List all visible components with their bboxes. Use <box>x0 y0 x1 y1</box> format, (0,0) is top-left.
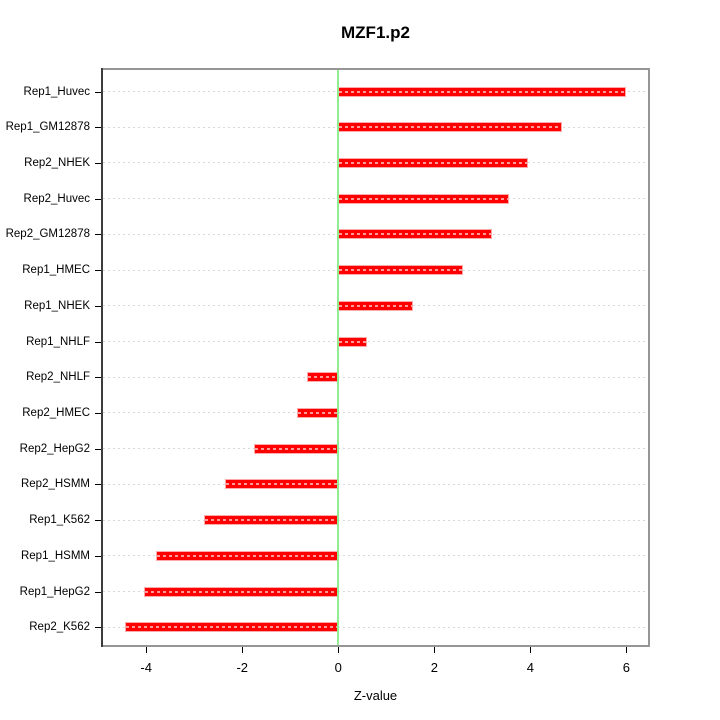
bar-Rep1_K562 <box>203 515 339 526</box>
bar-inner-dash <box>308 376 338 379</box>
bar-Rep1_GM12878 <box>338 122 562 133</box>
bar-Rep2_GM12878 <box>338 229 492 240</box>
x-tick <box>626 647 628 653</box>
bar-inner-dash <box>226 483 338 486</box>
y-tick <box>95 377 103 379</box>
bar-Rep1_HMEC <box>338 265 464 276</box>
y-axis-line <box>101 68 103 647</box>
y-tick-label-Rep1_Huvec: Rep1_Huvec <box>23 85 90 98</box>
gridline <box>103 376 648 378</box>
bar-Rep1_Huvec <box>338 86 627 97</box>
bar-inner-dash <box>339 340 367 343</box>
y-tick <box>95 591 103 593</box>
x-axis-title: Z-value <box>353 688 398 703</box>
y-tick-label-Rep1_HepG2: Rep1_HepG2 <box>19 585 90 598</box>
bar-Rep2_HepG2 <box>254 443 339 454</box>
bar-inner-dash <box>339 269 463 272</box>
x-tick-label-2: 2 <box>430 660 438 675</box>
x-tick <box>434 647 436 653</box>
y-tick <box>95 162 103 164</box>
y-tick <box>95 627 103 629</box>
bar-inner-dash <box>255 447 338 450</box>
bar-inner-dash <box>125 626 338 629</box>
y-tick-label-Rep1_NHLF: Rep1_NHLF <box>26 335 90 348</box>
y-tick-label-Rep2_Huvec: Rep2_Huvec <box>23 192 90 205</box>
y-tick <box>95 127 103 129</box>
chart-title: MZF1.p2 <box>341 23 410 42</box>
bar-inner-dash <box>339 304 412 307</box>
x-tick-label-6: 6 <box>622 660 630 675</box>
y-tick-label-Rep1_NHEK: Rep1_NHEK <box>24 299 90 312</box>
y-tick <box>95 555 103 557</box>
x-tick-label--4: -4 <box>140 660 152 675</box>
y-tick <box>95 234 103 236</box>
y-tick <box>95 520 103 522</box>
bar-inner-dash <box>339 233 491 236</box>
y-tick-label-Rep1_K562: Rep1_K562 <box>29 514 90 527</box>
bar-Rep1_HSMM <box>155 550 339 561</box>
bar-Rep2_Huvec <box>338 193 509 204</box>
x-tick <box>146 647 148 653</box>
y-tick-label-Rep1_GM12878: Rep1_GM12878 <box>5 121 90 134</box>
y-tick <box>95 484 103 486</box>
bar-Rep1_NHEK <box>338 300 413 311</box>
bar-inner-dash <box>339 197 508 200</box>
bar-Rep2_K562 <box>124 622 339 633</box>
y-tick <box>95 448 103 450</box>
gridline <box>103 341 648 343</box>
bar-inner-dash <box>298 411 338 414</box>
bar-inner-dash <box>339 161 527 164</box>
y-tick-label-Rep1_HSMM: Rep1_HSMM <box>20 549 90 562</box>
bar-inner-dash <box>339 90 626 93</box>
plot-area <box>101 68 650 647</box>
y-tick-label-Rep2_K562: Rep2_K562 <box>29 621 90 634</box>
y-tick-label-Rep2_NHEK: Rep2_NHEK <box>24 156 90 169</box>
y-tick-label-Rep2_HSMM: Rep2_HSMM <box>20 478 90 491</box>
bar-inner-dash <box>156 554 338 557</box>
bar-Rep2_NHLF <box>307 372 339 383</box>
bar-Rep2_HSMM <box>225 479 339 490</box>
gridline <box>103 448 648 450</box>
zero-reference-line <box>337 70 340 645</box>
bar-Rep1_HepG2 <box>143 586 339 597</box>
y-tick <box>95 305 103 307</box>
x-tick-label-0: 0 <box>334 660 342 675</box>
y-tick-label-Rep2_HepG2: Rep2_HepG2 <box>19 442 90 455</box>
y-tick-label-Rep2_HMEC: Rep2_HMEC <box>22 406 90 419</box>
y-tick <box>95 270 103 272</box>
y-tick <box>95 198 103 200</box>
x-tick-label-4: 4 <box>526 660 534 675</box>
x-tick <box>530 647 532 653</box>
y-tick-label-Rep1_HMEC: Rep1_HMEC <box>22 264 90 277</box>
gridline <box>103 483 648 485</box>
gridline <box>103 626 648 628</box>
x-tick <box>242 647 244 653</box>
x-tick-label--2: -2 <box>236 660 249 675</box>
bar-inner-dash <box>204 519 338 522</box>
gridline <box>103 591 648 593</box>
gridline <box>103 555 648 557</box>
y-tick <box>95 91 103 93</box>
gridline <box>103 412 648 414</box>
bar-Rep1_NHLF <box>338 336 368 347</box>
bar-Rep2_NHEK <box>338 157 528 168</box>
bar-Rep2_HMEC <box>297 407 339 418</box>
gridline <box>103 519 648 521</box>
bar-inner-dash <box>339 126 561 129</box>
y-tick-label-Rep2_NHLF: Rep2_NHLF <box>26 371 90 384</box>
y-tick <box>95 341 103 343</box>
x-tick <box>338 647 340 653</box>
bar-inner-dash <box>144 590 338 593</box>
y-tick-label-Rep2_GM12878: Rep2_GM12878 <box>5 228 90 241</box>
y-tick <box>95 412 103 414</box>
